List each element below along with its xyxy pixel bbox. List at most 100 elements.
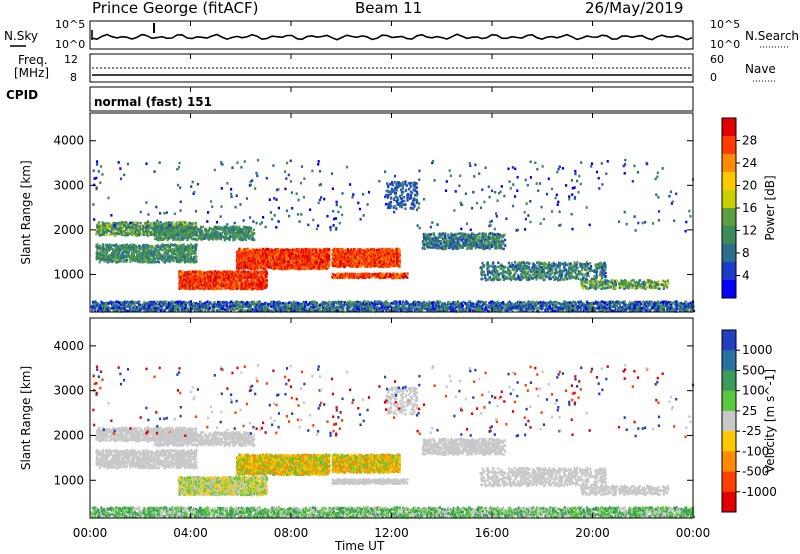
power-cell-1188 (172, 231, 175, 234)
power-cell-2359 (265, 270, 268, 273)
power-cell-2347 (264, 278, 267, 282)
power-cell-1329 (205, 227, 208, 231)
power-cell-329 (147, 247, 150, 250)
power-cell-1315 (202, 225, 205, 229)
power-cell-1656 (189, 279, 192, 282)
power-cell-2088 (235, 274, 238, 278)
power-cell-359 (152, 253, 155, 257)
power-cell-363 (154, 257, 157, 261)
power-cell-820 (135, 227, 138, 231)
power-cell-4233 (433, 234, 436, 238)
power-cell-4917 (555, 271, 558, 275)
power-cell-208 (128, 249, 131, 253)
power-cell-2023 (229, 286, 232, 289)
power-cell-685 (108, 233, 111, 237)
power-cell-1152 (166, 229, 169, 232)
power-cell-1557 (178, 270, 181, 273)
power-cell-600 (192, 251, 195, 255)
power-cell-412 (162, 245, 165, 249)
power-cell-2209 (248, 275, 252, 278)
power-cell-2005 (227, 286, 230, 290)
power-cell-1821 (208, 285, 211, 289)
noise-series (91, 30, 693, 41)
power-cell-1026 (180, 222, 183, 225)
power-cell-1433 (227, 227, 230, 230)
power-cell-602 (193, 261, 196, 264)
power-cell-2300 (259, 284, 263, 288)
power-cell-583 (188, 245, 191, 249)
power-cell-1474 (236, 234, 239, 237)
power-cell-2243 (253, 286, 256, 290)
power-cell-1250 (186, 230, 189, 234)
power-cell-107 (112, 251, 115, 254)
power-cell-151 (119, 256, 122, 260)
power-cell-2041 (231, 287, 234, 291)
power-cell-381 (157, 260, 160, 264)
power-cell-997 (174, 224, 177, 228)
power-cell-1126 (159, 236, 162, 239)
power-cell-1544 (251, 236, 255, 240)
power-cell-1296 (198, 236, 201, 240)
power-cell-1674 (191, 280, 194, 284)
power-cell-1908 (216, 270, 220, 274)
power-cell-3337 (328, 251, 331, 254)
power-cell-413 (162, 244, 165, 247)
power-cell-1133 (161, 238, 164, 242)
power-cell-1759 (200, 285, 203, 289)
power-cell-153 (119, 253, 122, 257)
power-cell-1238 (183, 236, 186, 240)
power-cell-2317 (261, 287, 264, 291)
power-cell-891 (151, 225, 154, 229)
power-cell-748 (121, 233, 124, 237)
power-cell-63 (105, 248, 108, 251)
power-cell-1543 (251, 238, 254, 241)
power-cell-758 (123, 229, 126, 233)
power-cell-1134 (161, 237, 164, 240)
power-cell-338 (149, 254, 152, 258)
power-cell-1206 (177, 236, 180, 240)
power-cell-4682 (503, 277, 506, 280)
power-cell-4371 (461, 245, 464, 249)
power-cell-1269 (190, 234, 194, 238)
power-cell-2354 (265, 282, 268, 285)
power-cell-1273 (192, 237, 195, 241)
power-cell-2000 (226, 278, 229, 282)
noise-tick-bottom: 10^0 (55, 38, 85, 51)
power-cell-586 (190, 255, 193, 259)
power-cell-496 (177, 249, 180, 253)
power-cell-124 (114, 249, 118, 253)
power-cell-1929 (219, 281, 222, 285)
power-cell-4668 (499, 267, 502, 271)
power-cell-1128 (159, 231, 162, 235)
power-cell-1869 (213, 283, 216, 286)
power-cell-4259 (440, 240, 443, 243)
power-cell-311 (146, 256, 149, 260)
power-cell-1764 (200, 275, 203, 278)
power-cell-662 (102, 225, 105, 228)
power-cell-1399 (220, 234, 223, 237)
power-cell-377 (156, 253, 159, 257)
power-cell-1135 (161, 228, 164, 231)
power-cell-2276 (256, 270, 259, 273)
power-cell-2019 (228, 278, 231, 282)
power-cell-511 (179, 246, 182, 249)
power-cell-136 (117, 248, 120, 251)
power-cell-475 (174, 255, 177, 259)
power-cell-812 (134, 227, 137, 230)
power-cell-1855 (211, 283, 214, 286)
power-cell-4605 (481, 267, 484, 271)
power-cell-772 (125, 221, 128, 225)
power-cell-241 (134, 255, 137, 259)
power-cell-90 (109, 258, 113, 261)
power-cell-1888 (215, 278, 218, 281)
power-cell-4934 (558, 266, 561, 269)
power-cell-4888 (548, 261, 551, 265)
cpid-mode-text: normal (fast) 151 (94, 95, 212, 109)
power-cell-1130 (159, 226, 162, 229)
power-cell-1187 (173, 235, 176, 239)
power-cell-70 (106, 249, 109, 253)
power-cell-1666 (191, 278, 194, 282)
power-cell-1893 (215, 286, 218, 290)
power-cell-2045 (231, 280, 234, 284)
power-cell-1718 (196, 280, 199, 283)
